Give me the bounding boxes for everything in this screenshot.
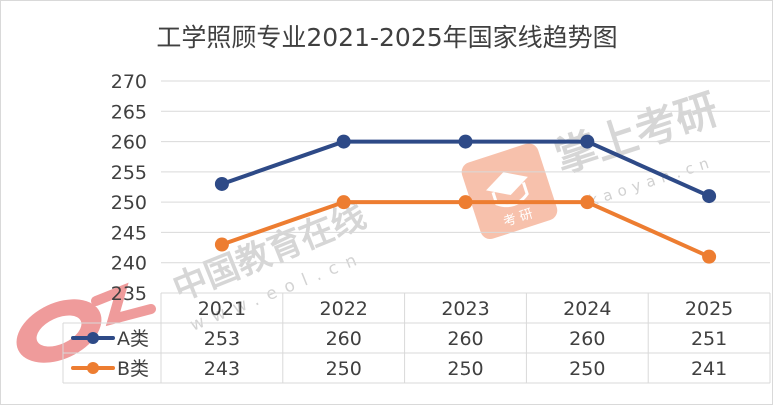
x-tick-label: 2022 <box>320 298 368 320</box>
y-tick-label: 260 <box>111 132 147 154</box>
data-table-cell: 250 <box>326 358 362 380</box>
x-tick-label: 2025 <box>685 298 733 320</box>
x-tick-label: 2024 <box>563 298 611 320</box>
data-table-cell: 243 <box>204 358 240 380</box>
data-table-cell: 260 <box>447 328 483 350</box>
kaoyan-logo-icon: 考 研 <box>461 143 558 240</box>
x-tick-label: 2021 <box>198 298 246 320</box>
data-point-b <box>336 195 351 210</box>
data-table-cell: 250 <box>569 358 605 380</box>
y-axis: 270 265 260 255 250 245 240 235 <box>111 71 147 305</box>
x-tick-label: 2023 <box>441 298 489 320</box>
y-tick-label: 240 <box>111 253 147 275</box>
y-tick-label: 270 <box>111 71 147 93</box>
data-point-b <box>214 237 229 252</box>
data-table-cell: 260 <box>326 328 362 350</box>
y-tick-label: 250 <box>111 192 147 214</box>
data-table-cell: 241 <box>691 358 727 380</box>
legend-label: B类 <box>117 358 149 380</box>
y-tick-label: 255 <box>111 162 147 184</box>
data-point-a <box>580 134 595 149</box>
legend-marker-icon <box>87 332 99 344</box>
data-point-b <box>580 195 595 210</box>
data-point-a <box>336 134 351 149</box>
data-point-a <box>214 176 229 191</box>
data-table-cell: 251 <box>691 328 727 350</box>
y-tick-label: 245 <box>111 222 147 244</box>
chart-title: 工学照顾专业2021-2025年国家线趋势图 <box>156 23 617 52</box>
data-table-cell: 250 <box>447 358 483 380</box>
legend-label: A类 <box>117 328 149 350</box>
legend-marker-icon <box>87 362 99 374</box>
data-point-b <box>702 249 717 264</box>
data-table-cell: 260 <box>569 328 605 350</box>
data-point-a <box>702 189 717 204</box>
series-lines <box>214 134 717 264</box>
data-table: 2021 2022 2023 2024 2025 A类 253 260 260 260 251 B类 2… <box>62 292 771 384</box>
data-table-cell: 253 <box>204 328 240 350</box>
y-tick-label: 265 <box>111 101 147 123</box>
data-point-b <box>458 195 473 210</box>
y-tick-label: 235 <box>111 283 147 305</box>
data-point-a <box>458 134 473 149</box>
